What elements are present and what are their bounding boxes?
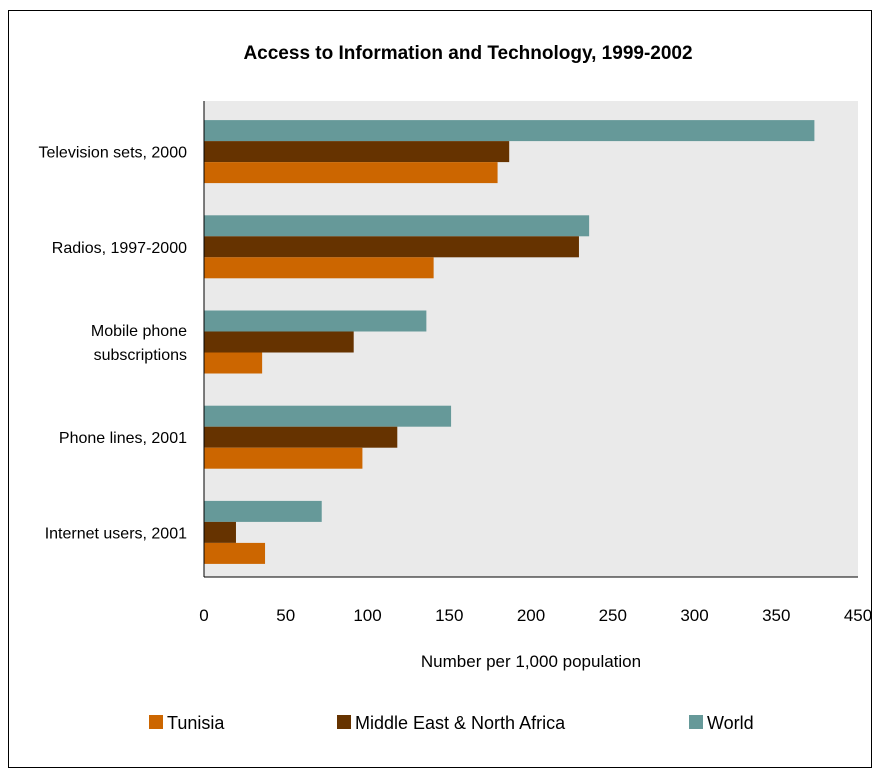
bar-2-world <box>204 310 427 332</box>
x-tick-label: 450 <box>844 606 872 625</box>
bar-0-middle-east-north-africa <box>204 141 510 163</box>
x-tick-label: 200 <box>517 606 545 625</box>
legend-swatch <box>689 715 703 729</box>
bar-0-tunisia <box>204 162 498 184</box>
category-label: Internet users, 2001 <box>45 525 187 542</box>
x-tick-label: 300 <box>680 606 708 625</box>
bar-1-tunisia <box>204 257 434 279</box>
bars <box>204 120 815 564</box>
category-label: Television sets, 2000 <box>38 145 187 162</box>
category-label: Mobile phone subscriptions <box>91 323 187 364</box>
bar-0-world <box>204 120 815 142</box>
bar-2-tunisia <box>204 352 263 374</box>
bar-chart: Access to Information and Technology, 19… <box>38 43 872 733</box>
legend-label: World <box>707 713 754 733</box>
chart-frame: Access to Information and Technology, 19… <box>8 10 872 768</box>
x-axis-label: Number per 1,000 population <box>421 652 641 671</box>
legend: Tunisia Middle East & North Africa World <box>149 713 754 733</box>
bar-1-world <box>204 215 590 237</box>
x-tick-label: 50 <box>276 606 295 625</box>
legend-swatch <box>149 715 163 729</box>
chart-title: Access to Information and Technology, 19… <box>243 43 692 64</box>
x-tick-label: 0 <box>199 606 208 625</box>
legend-label: Tunisia <box>167 713 225 733</box>
legend-label: Middle East & North Africa <box>355 713 566 733</box>
category-labels: Television sets, 2000 Radios, 1997-2000 Mo… <box>38 145 187 543</box>
bar-4-tunisia <box>204 542 266 564</box>
bar-4-world <box>204 500 322 522</box>
x-tick-label: 250 <box>599 606 627 625</box>
x-tick-label: 150 <box>435 606 463 625</box>
category-label: Radios, 1997-2000 <box>52 240 187 257</box>
x-tick-labels: 0 50 100 150 200 250 300 350 450 <box>199 606 872 625</box>
bar-2-middle-east-north-africa <box>204 331 354 353</box>
x-tick-label: 100 <box>353 606 381 625</box>
category-label: Phone lines, 2001 <box>59 430 187 447</box>
bar-3-tunisia <box>204 447 363 469</box>
bar-4-middle-east-north-africa <box>204 521 236 543</box>
legend-swatch <box>337 715 351 729</box>
bar-3-world <box>204 405 452 427</box>
bar-3-middle-east-north-africa <box>204 426 398 448</box>
bar-1-middle-east-north-africa <box>204 236 579 258</box>
x-tick-label: 350 <box>762 606 790 625</box>
